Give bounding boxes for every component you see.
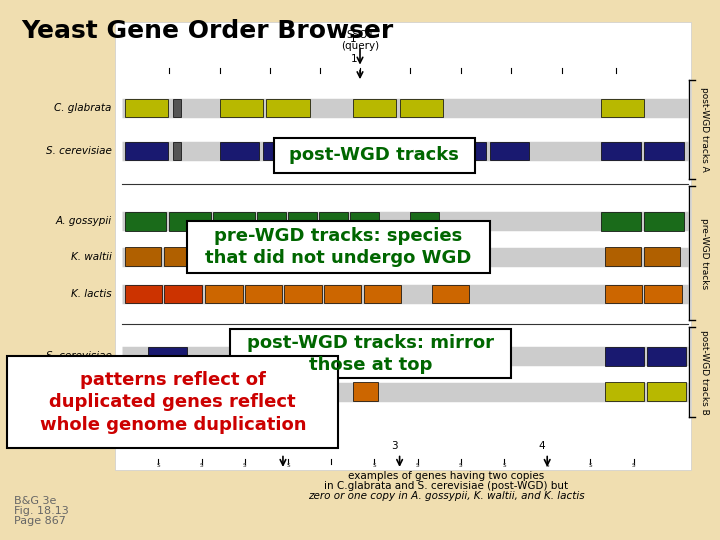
Text: B&G 3e: B&G 3e <box>14 496 57 506</box>
Text: s: s <box>502 462 506 469</box>
FancyBboxPatch shape <box>353 99 396 117</box>
Text: 4: 4 <box>539 441 545 451</box>
FancyBboxPatch shape <box>605 247 641 266</box>
Text: 2: 2 <box>274 441 281 451</box>
Text: examples of genes having two copies: examples of genes having two copies <box>348 471 544 481</box>
Text: K. lactis: K. lactis <box>71 289 112 299</box>
Text: Yeast Gene Order Browser: Yeast Gene Order Browser <box>22 19 394 43</box>
FancyBboxPatch shape <box>223 382 248 401</box>
FancyBboxPatch shape <box>169 212 211 231</box>
FancyBboxPatch shape <box>454 347 475 366</box>
FancyBboxPatch shape <box>432 285 469 303</box>
FancyBboxPatch shape <box>644 142 684 160</box>
Text: s: s <box>459 462 463 469</box>
FancyBboxPatch shape <box>213 212 255 231</box>
Text: zero or one copy in A. gossypii, K. waltii, and K. lactis: zero or one copy in A. gossypii, K. walt… <box>308 491 585 501</box>
FancyBboxPatch shape <box>220 142 259 160</box>
Text: s: s <box>156 462 161 469</box>
Text: s: s <box>545 462 549 469</box>
FancyBboxPatch shape <box>353 382 378 401</box>
FancyBboxPatch shape <box>644 247 680 266</box>
FancyBboxPatch shape <box>204 247 240 266</box>
FancyBboxPatch shape <box>125 212 166 231</box>
FancyBboxPatch shape <box>367 142 407 160</box>
FancyBboxPatch shape <box>350 212 379 231</box>
FancyBboxPatch shape <box>324 285 361 303</box>
FancyBboxPatch shape <box>490 142 529 160</box>
Text: pre-WGD tracks: pre-WGD tracks <box>700 218 708 289</box>
FancyBboxPatch shape <box>446 142 486 160</box>
Text: S. cerevisiae: S. cerevisiae <box>46 146 112 156</box>
Text: s: s <box>243 462 247 469</box>
FancyBboxPatch shape <box>302 142 342 160</box>
Text: C. glabrata: C. glabrata <box>54 387 112 396</box>
FancyBboxPatch shape <box>605 382 644 401</box>
FancyBboxPatch shape <box>344 142 366 160</box>
FancyBboxPatch shape <box>601 212 641 231</box>
FancyBboxPatch shape <box>400 99 443 117</box>
FancyBboxPatch shape <box>257 212 286 231</box>
FancyBboxPatch shape <box>266 99 310 117</box>
Text: pre-WGD tracks: species
that did not undergo WGD: pre-WGD tracks: species that did not und… <box>205 227 472 267</box>
FancyBboxPatch shape <box>644 285 682 303</box>
FancyBboxPatch shape <box>353 347 374 366</box>
FancyBboxPatch shape <box>148 382 187 401</box>
Text: s: s <box>286 462 290 469</box>
FancyBboxPatch shape <box>164 247 200 266</box>
FancyBboxPatch shape <box>148 347 187 366</box>
FancyBboxPatch shape <box>284 285 322 303</box>
FancyBboxPatch shape <box>173 99 181 117</box>
FancyBboxPatch shape <box>647 347 686 366</box>
Text: SSO1
(query): SSO1 (query) <box>341 30 379 51</box>
FancyBboxPatch shape <box>364 285 401 303</box>
FancyBboxPatch shape <box>205 285 243 303</box>
Text: post-WGD tracks A: post-WGD tracks A <box>700 87 708 172</box>
FancyBboxPatch shape <box>125 142 168 160</box>
FancyBboxPatch shape <box>644 212 684 231</box>
FancyBboxPatch shape <box>187 221 490 273</box>
FancyBboxPatch shape <box>230 329 511 378</box>
FancyBboxPatch shape <box>125 285 162 303</box>
FancyBboxPatch shape <box>288 212 317 231</box>
Text: in C.glabrata and S. cerevisiae (post-WGD) but: in C.glabrata and S. cerevisiae (post-WG… <box>324 481 569 491</box>
Text: K. waltii: K. waltii <box>71 252 112 261</box>
FancyBboxPatch shape <box>115 22 691 470</box>
FancyBboxPatch shape <box>7 356 338 448</box>
FancyBboxPatch shape <box>263 142 302 160</box>
Text: s: s <box>199 462 204 469</box>
FancyBboxPatch shape <box>173 142 181 160</box>
Text: s: s <box>631 462 636 469</box>
FancyBboxPatch shape <box>125 247 161 266</box>
Text: post-WGD tracks B: post-WGD tracks B <box>700 330 708 415</box>
FancyBboxPatch shape <box>647 382 686 401</box>
FancyBboxPatch shape <box>605 285 642 303</box>
FancyBboxPatch shape <box>274 138 475 173</box>
FancyBboxPatch shape <box>164 285 202 303</box>
Text: S. cerevisiae: S. cerevisiae <box>46 352 112 361</box>
Text: Fig. 18.13: Fig. 18.13 <box>14 506 69 516</box>
Text: post-WGD tracks: post-WGD tracks <box>289 146 459 164</box>
Text: s: s <box>372 462 377 469</box>
Text: s: s <box>415 462 420 469</box>
Text: A. gossypii: A. gossypii <box>55 217 112 226</box>
FancyBboxPatch shape <box>605 347 644 366</box>
Text: s: s <box>588 462 593 469</box>
FancyBboxPatch shape <box>245 285 282 303</box>
FancyBboxPatch shape <box>220 99 263 117</box>
FancyBboxPatch shape <box>243 247 279 266</box>
FancyBboxPatch shape <box>601 142 641 160</box>
Text: 1: 1 <box>351 53 358 64</box>
Text: C. glabrata: C. glabrata <box>54 103 112 113</box>
FancyBboxPatch shape <box>125 99 168 117</box>
Text: patterns reflect of
duplicated genes reflect
whole genome duplication: patterns reflect of duplicated genes ref… <box>40 371 306 434</box>
Text: 1: 1 <box>350 34 356 44</box>
Text: Page 867: Page 867 <box>14 516 66 525</box>
Text: post-WGD tracks: mirror
those at top: post-WGD tracks: mirror those at top <box>247 334 495 374</box>
FancyBboxPatch shape <box>410 212 439 231</box>
FancyBboxPatch shape <box>319 212 348 231</box>
FancyBboxPatch shape <box>601 99 644 117</box>
Text: 3: 3 <box>391 441 397 451</box>
